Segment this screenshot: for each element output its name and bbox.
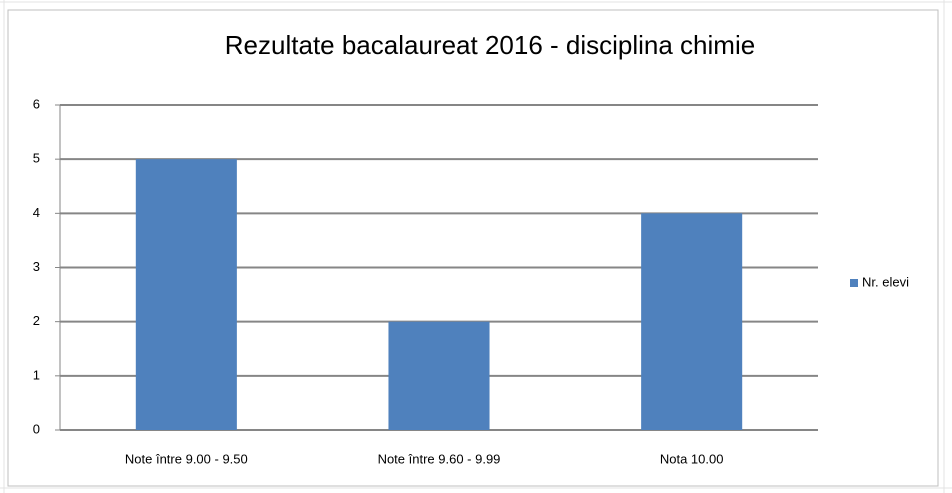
y-tick-label: 3	[33, 259, 40, 274]
x-tick-label: Nota 10.00	[660, 451, 724, 466]
chart-title: Rezultate bacalaureat 2016 - disciplina …	[225, 30, 755, 60]
y-tick-label: 5	[33, 151, 40, 166]
y-tick-label: 2	[33, 313, 40, 328]
x-tick-label: Note între 9.00 - 9.50	[125, 451, 248, 466]
bar	[388, 321, 490, 430]
y-tick-label: 4	[33, 205, 40, 220]
x-tick-label: Note între 9.60 - 9.99	[378, 451, 501, 466]
y-tick-label: 6	[33, 96, 40, 111]
bar	[135, 159, 237, 430]
bar	[641, 213, 743, 430]
legend-label: Nr. elevi	[862, 274, 909, 289]
y-tick-label: 0	[33, 421, 40, 436]
legend-swatch	[850, 279, 858, 287]
y-tick-label: 1	[33, 367, 40, 382]
